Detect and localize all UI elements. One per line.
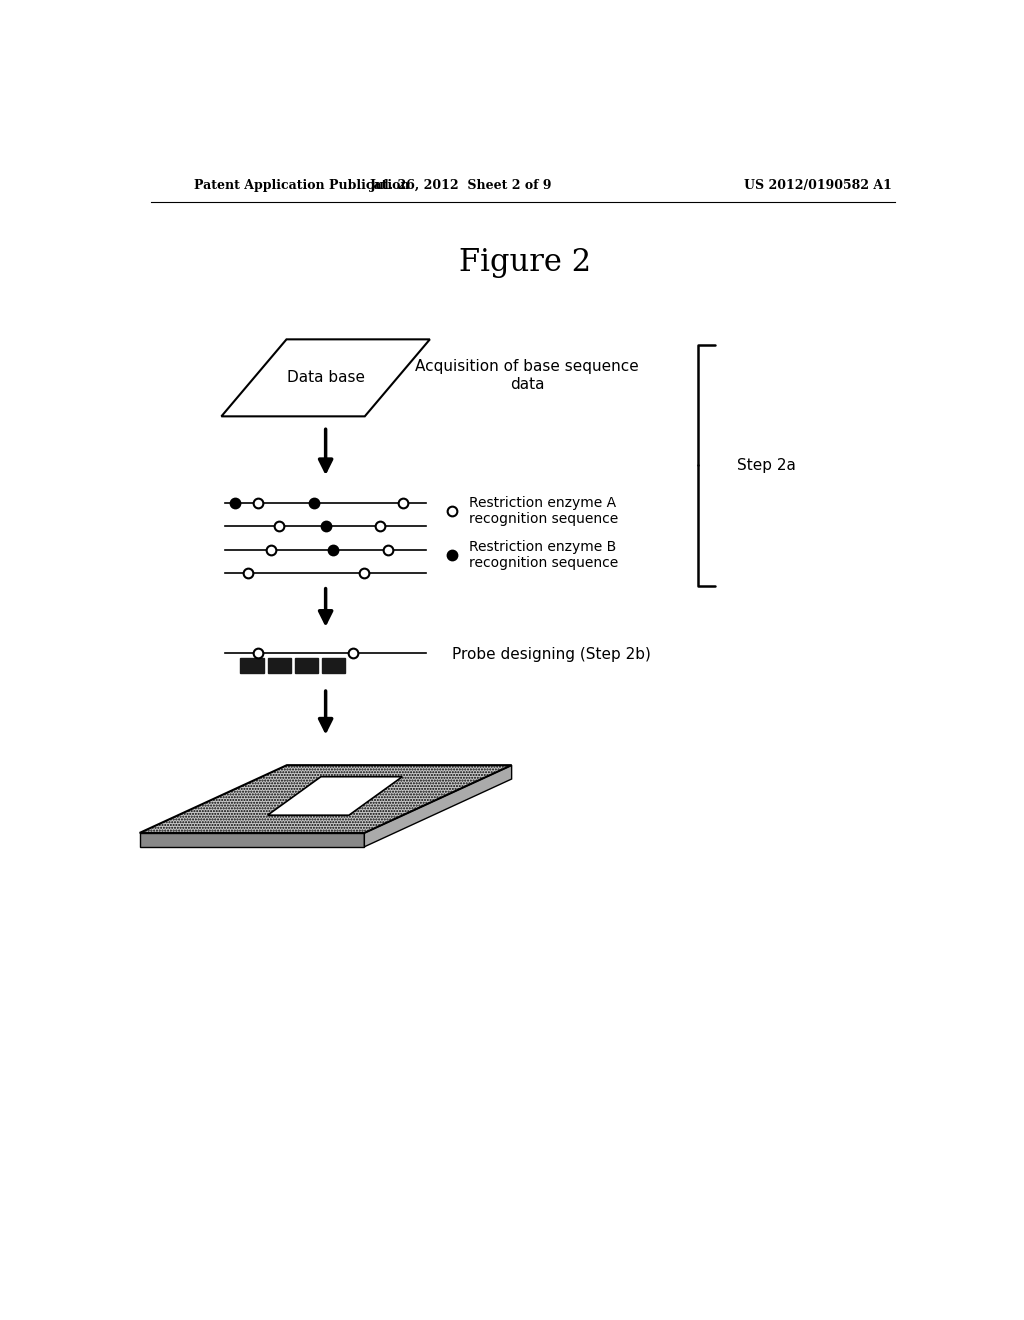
Polygon shape [139,766,512,833]
Text: Restriction enzyme B
recognition sequence: Restriction enzyme B recognition sequenc… [469,540,618,570]
Polygon shape [365,766,512,847]
Bar [267,659,291,673]
Polygon shape [267,776,402,816]
Text: Jul. 26, 2012  Sheet 2 of 9: Jul. 26, 2012 Sheet 2 of 9 [370,178,553,191]
Text: Data base: Data base [287,371,365,385]
Text: Acquisition of base sequence
data: Acquisition of base sequence data [416,359,639,392]
Bar [322,659,345,673]
Text: Restriction enzyme A
recognition sequence: Restriction enzyme A recognition sequenc… [469,496,618,527]
Text: US 2012/0190582 A1: US 2012/0190582 A1 [743,178,892,191]
Polygon shape [139,833,365,847]
Text: Probe designing (Step 2b): Probe designing (Step 2b) [452,647,651,661]
Text: Patent Application Publication: Patent Application Publication [194,178,410,191]
Text: Figure 2: Figure 2 [459,247,591,277]
Bar [241,659,263,673]
Text: Step 2a: Step 2a [737,458,796,473]
Bar [295,659,317,673]
